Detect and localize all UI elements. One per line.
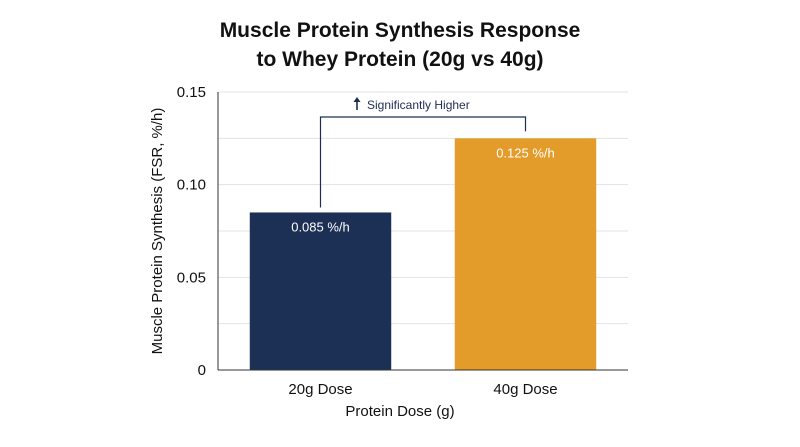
y-tick-label: 0 [198,362,206,379]
x-tick-label: 40g Dose [493,381,557,398]
significance-bracket [319,116,527,208]
bars: 0.085 %/h 0.125 %/h [249,138,597,370]
bar [454,138,597,370]
y-tick-label: 0.10 [177,177,206,194]
significance-annotation: Significantly Higher [319,97,527,208]
y-tick-label: 0.15 [177,84,206,101]
chart-title-line-2: to Whey Protein (20g vs 40g) [256,48,543,71]
y-tick-label: 0.05 [177,269,206,286]
arrow-up-icon-head [353,97,361,102]
bar-value-label: 0.125 %/h [496,145,555,160]
x-axis-title: Protein Dose (g) [345,403,454,420]
y-axis-title: Muscle Protein Synthesis (FSR, %/h) [149,108,166,355]
x-tick-label: 20g Dose [288,381,352,398]
chart-title-line-1: Muscle Protein Synthesis Response [220,19,581,42]
significance-label: Significantly Higher [367,98,470,112]
axes: 0 0.05 0.10 0.15 20g Dose 40g Dose [177,84,628,398]
bar [249,212,392,370]
bar-value-label: 0.085 %/h [291,219,350,234]
